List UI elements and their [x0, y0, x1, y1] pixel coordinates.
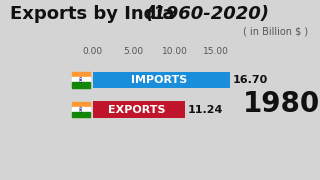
Text: (1960-2020): (1960-2020) [146, 5, 270, 23]
Bar [93, 72, 230, 88]
Text: 1980: 1980 [243, 90, 320, 118]
Text: IMPORTS: IMPORTS [131, 75, 187, 85]
Text: ( in Billion $ ): ( in Billion $ ) [243, 27, 308, 37]
Bar [93, 102, 185, 118]
Circle shape [80, 108, 81, 111]
Text: EXPORTS: EXPORTS [108, 105, 166, 115]
Bar [72, 102, 90, 107]
Bar [72, 82, 90, 88]
Text: 11.24: 11.24 [187, 105, 223, 115]
Circle shape [80, 78, 81, 82]
Bar [72, 77, 90, 82]
Bar [72, 112, 90, 117]
Bar [72, 72, 90, 77]
Circle shape [80, 78, 81, 82]
Circle shape [80, 107, 81, 112]
Bar [72, 107, 90, 112]
Text: Exports by India: Exports by India [10, 5, 180, 23]
Text: 16.70: 16.70 [232, 75, 268, 85]
